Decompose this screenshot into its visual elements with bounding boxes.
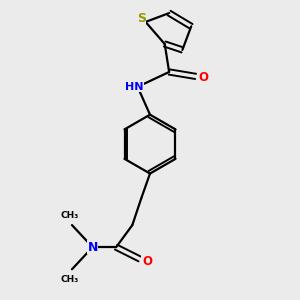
Text: O: O xyxy=(198,71,208,84)
Text: CH₃: CH₃ xyxy=(61,211,79,220)
Text: N: N xyxy=(87,241,98,254)
Text: O: O xyxy=(142,255,152,268)
Text: HN: HN xyxy=(124,82,143,92)
Text: CH₃: CH₃ xyxy=(61,274,79,284)
Text: S: S xyxy=(137,13,146,26)
